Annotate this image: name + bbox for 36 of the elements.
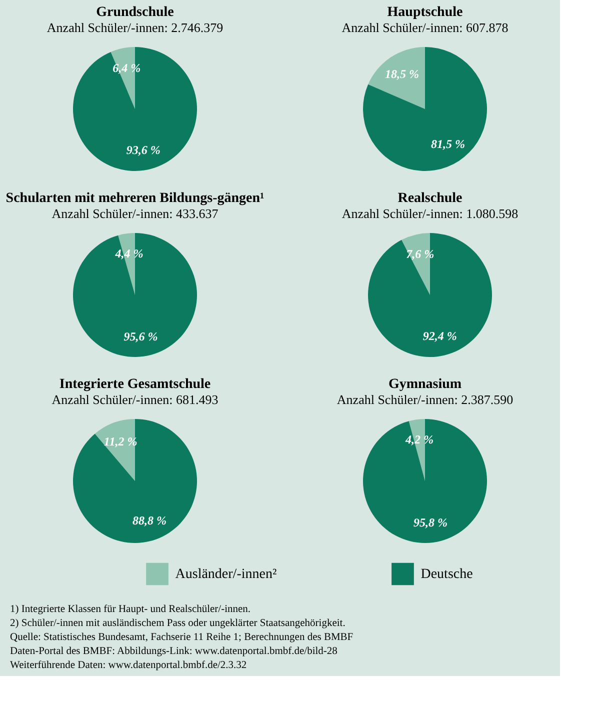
data-label: 4,4 % [114, 246, 144, 260]
legend-label: Deutsche [420, 567, 473, 582]
pie-slice [363, 419, 487, 543]
chart-subtitle: Anzahl Schüler/-innen: 2.746.379 [46, 20, 224, 35]
chart-title: Gymnasium [388, 377, 462, 392]
chart-subtitle: Anzahl Schüler/-innen: 433.637 [52, 206, 219, 221]
chart-subtitle: Anzahl Schüler/-innen: 681.493 [52, 392, 218, 407]
chart-title: Grundschule [96, 5, 174, 20]
pie-slice [73, 47, 197, 171]
text: Daten-Portal des BMBF: Abbildungs-Link: www.datenportal.bmbf.de/bild-28 [10, 646, 338, 657]
pie-slice [363, 47, 487, 171]
pie-slice [368, 47, 425, 109]
chart-title: Realschule [398, 191, 462, 206]
pie-slice [73, 419, 197, 543]
data-label: 81,5 % [431, 137, 466, 152]
pie-slice [94, 419, 135, 481]
chart-subtitle: Anzahl Schüler/-innen: 607.878 [342, 20, 508, 35]
text: 1) Integrierte Klassen für Haupt- und Realschüler/-innen. [10, 604, 251, 615]
data-label: 93,6 % [126, 143, 160, 158]
data-label: 4,2 % [404, 432, 434, 446]
source-note: Quelle: Statistisches Bundesamt, Fachserie 11 Reihe 1; Berechnungen des BMBF [10, 632, 354, 643]
chart-subtitle: Anzahl Schüler/-innen: 2.387.590 [336, 392, 514, 407]
data-label: 88,8 % [132, 513, 166, 528]
chart-title: Schularten mit mehreren Bildungs-gängen¹ [6, 191, 264, 206]
text: Weiterführende Daten: www.datenportal.bmbf.de/2.3.32 [10, 660, 247, 671]
data-label: 92,4 % [422, 328, 457, 343]
chart-subtitle: Anzahl Schüler/-innen: 1.080.598 [342, 206, 518, 221]
chart-title: Hauptschule [387, 5, 463, 20]
legend-label: Ausländer/-innen² [175, 567, 277, 582]
pie-slice [73, 233, 197, 357]
text: 2) Schüler/-innen mit ausländischem Pass oder ungeklärter Staatsangehörigkeit. [10, 618, 346, 629]
data-label: 95,8 % [414, 516, 448, 530]
pie-slice [368, 233, 492, 357]
data-label: 18,5 % [384, 66, 419, 81]
chart-title: Integrierte Gesamtschule [59, 377, 211, 392]
data-label: 95,6 % [124, 330, 158, 344]
